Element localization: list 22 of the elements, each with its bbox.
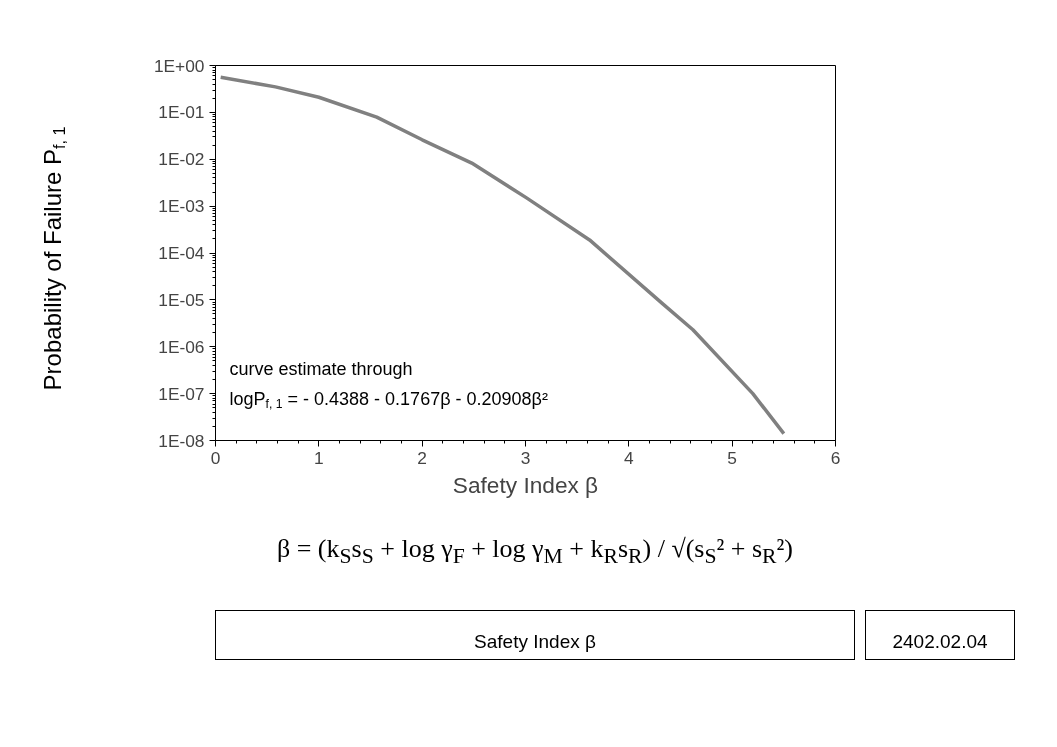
- line-series: [218, 75, 786, 436]
- y-tick-label: 1E-01: [158, 102, 205, 123]
- y-axis-title: Probability of Failure Pf, 1: [39, 126, 69, 391]
- y-tick-label: 1E-05: [158, 289, 205, 310]
- x-tick-label: 1: [314, 447, 324, 468]
- x-tick-label: 5: [727, 447, 737, 468]
- y-tick-label: 1E-03: [158, 196, 205, 217]
- y-tick-label: 1E-04: [158, 243, 205, 263]
- text: 2402.02.04: [892, 630, 988, 654]
- y-tick-label: 1E-08: [158, 430, 205, 451]
- text: Safety Index β: [474, 630, 596, 654]
- x-tick-label: 6: [830, 447, 841, 468]
- x-tick-label: 4: [624, 447, 635, 468]
- text: β = (k$_{S}$s$_{S}$ + log γ$_{F}$ + log γ$_{M}$ + k$_{R}$s$_{R}$) / √(s$_{S}$² + s$_{R}$²): [276, 534, 794, 569]
- x-tick-label: 0: [210, 447, 221, 468]
- x-tick-label: 3: [520, 447, 531, 468]
- y-tick-label: 1E-02: [158, 149, 205, 170]
- y-tick-label: 1E-06: [158, 336, 205, 357]
- x-axis-title: Safety Index β: [452, 471, 599, 498]
- x-tick-label: 2: [417, 447, 427, 468]
- y-tick-label: 1E+00: [153, 55, 205, 76]
- y-tick-label: 1E-07: [158, 383, 205, 404]
